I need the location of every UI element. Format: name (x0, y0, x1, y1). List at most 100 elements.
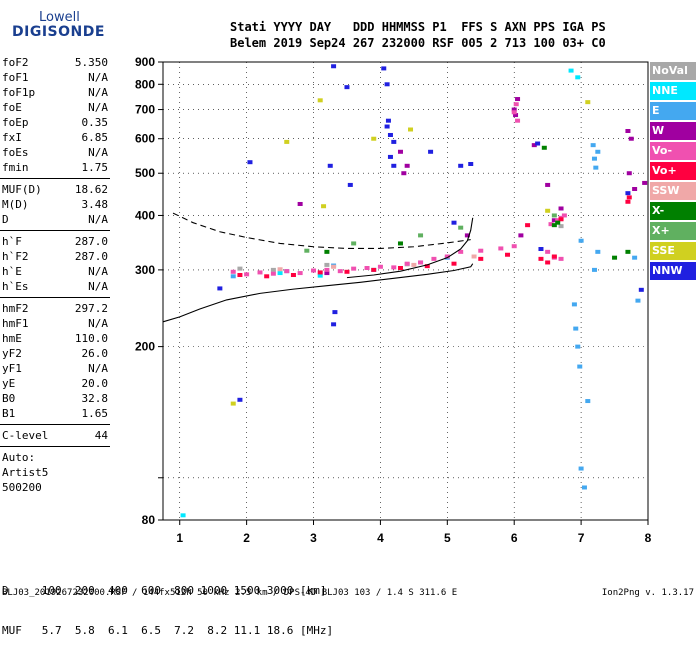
echo-point-nnw (384, 82, 390, 87)
echo-point-w (464, 233, 470, 238)
echo-point-nnw (391, 163, 397, 168)
x-tick-label: 6 (511, 531, 518, 545)
param-name: foF1p (2, 86, 36, 99)
echo-point-e (590, 143, 596, 148)
echo-point-nnw (331, 322, 337, 327)
param-row: B0 32.8 (0, 392, 112, 407)
echo-point-e (575, 344, 581, 349)
param-value: N/A (88, 101, 108, 114)
echo-point-nnw (344, 85, 350, 90)
echo-point-nne (575, 75, 581, 80)
echo-point-nnw (237, 397, 243, 402)
echo-point-x (551, 223, 557, 228)
param-name: h`Es (2, 280, 29, 293)
param-row: MUF(D) 18.62 (0, 183, 112, 198)
param-value: N/A (88, 86, 108, 99)
logo-line1: Lowell (39, 10, 80, 25)
y-tick-label: 400 (135, 208, 155, 222)
plot-frame (162, 61, 649, 521)
param-row: yF1 N/A (0, 362, 112, 377)
echo-point-vo (244, 272, 250, 277)
polarization-legend: NoVal NNE E W Vo- Vo+ SSW X- X+ SSE NNW (650, 62, 696, 282)
echo-point-x (304, 248, 310, 253)
echo-point-nnw (625, 191, 631, 196)
echo-point-w (632, 187, 638, 192)
echo-point-x (324, 249, 330, 254)
echo-point-vo (237, 273, 243, 278)
param-name: h`F2 (2, 250, 29, 263)
echo-point-vo (545, 249, 551, 254)
echo-point-nnw (331, 64, 337, 69)
echo-point-vo (538, 256, 544, 261)
echo-point-x (612, 255, 618, 260)
param-value: N/A (88, 317, 108, 330)
y-tick-label: 900 (135, 55, 155, 69)
param-row: fxI 6.85 (0, 131, 112, 146)
param-name: fmin (2, 161, 29, 174)
version-label: Ion2Png v. 1.3.17 (601, 588, 694, 598)
echo-point-vo (625, 199, 631, 204)
param-name: h`E (2, 265, 22, 278)
y-tick-label: 700 (135, 103, 155, 117)
param-row: foF1p N/A (0, 86, 112, 101)
param-separator (0, 297, 110, 298)
param-value: 26.0 (81, 347, 109, 360)
echo-point-ssw (411, 262, 417, 267)
echo-point-vo (297, 271, 303, 276)
param-name: hmF2 (2, 302, 29, 315)
echo-point-nnw (247, 160, 253, 165)
param-value: 287.0 (74, 235, 108, 248)
legend-item-e: E (650, 102, 696, 120)
echo-point-nnw (217, 286, 223, 291)
echo-point-vo (284, 269, 290, 274)
param-separator (0, 230, 110, 231)
echo-point-w (511, 107, 517, 112)
legend-item-x: X+ (650, 222, 696, 240)
echo-point-vo (424, 264, 430, 269)
echo-point-e (591, 267, 597, 272)
y-tick-label: 80 (142, 513, 156, 527)
y-tick-label: 600 (135, 132, 155, 146)
parameter-panel: foF2 5.350 foF1 N/A foF1p N/A foE N/A foEp 0.35 fx… (0, 56, 112, 496)
echo-point-e (573, 326, 579, 331)
param-row: foEs N/A (0, 146, 112, 161)
param-row: yF2 26.0 (0, 347, 112, 362)
echo-point-e (591, 156, 597, 161)
x-tick-label: 1 (176, 531, 183, 545)
echo-point-nnw (538, 247, 544, 252)
muf-table: D 100 200 400 600 800 1000 1500 3000 [km… (2, 558, 333, 651)
echo-point-nnw (468, 161, 474, 166)
echo-point-vo (558, 256, 564, 261)
param-row: foE N/A (0, 101, 112, 116)
echo-point-vo (513, 102, 519, 107)
echo-point-w (551, 218, 557, 223)
param-value: N/A (88, 265, 108, 278)
echo-point-nnw (391, 139, 397, 144)
echo-point-e (571, 302, 577, 307)
param-row: D N/A (0, 213, 112, 228)
echo-point-noval (558, 224, 564, 229)
echo-point-sse (585, 100, 591, 105)
echo-point-vo (270, 271, 276, 276)
echo-point-vo (377, 264, 383, 269)
echo-point-vo (505, 252, 511, 257)
echo-point-nnw (381, 66, 387, 71)
param-row: foF1 N/A (0, 71, 112, 86)
echo-point-x (551, 213, 557, 218)
echo-point-e (581, 485, 587, 490)
echo-point-x (625, 249, 631, 254)
echo-point-vo (478, 248, 484, 253)
legend-item-x: X- (650, 202, 696, 220)
echo-point-noval (237, 266, 243, 271)
echo-point-nnw (458, 163, 464, 168)
param-row: hmE 110.0 (0, 332, 112, 347)
echo-point-nnw (451, 220, 457, 225)
echo-point-vo (344, 269, 350, 274)
echo-point-vo (337, 269, 343, 274)
legend-item-nnw: NNW (650, 262, 696, 280)
echo-point-nnw (387, 154, 393, 159)
param-name: B0 (2, 392, 16, 405)
y-tick-label: 200 (135, 340, 155, 354)
echo-point-vo (317, 270, 323, 275)
param-separator (0, 424, 110, 425)
